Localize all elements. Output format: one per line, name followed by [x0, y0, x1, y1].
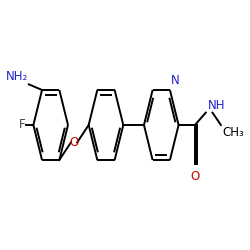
Text: F: F: [19, 118, 26, 132]
Text: CH₃: CH₃: [222, 126, 244, 139]
Text: NH₂: NH₂: [6, 70, 28, 83]
Text: O: O: [70, 136, 79, 149]
Text: N: N: [171, 74, 180, 87]
Text: NH: NH: [208, 98, 226, 112]
Text: O: O: [190, 170, 200, 183]
